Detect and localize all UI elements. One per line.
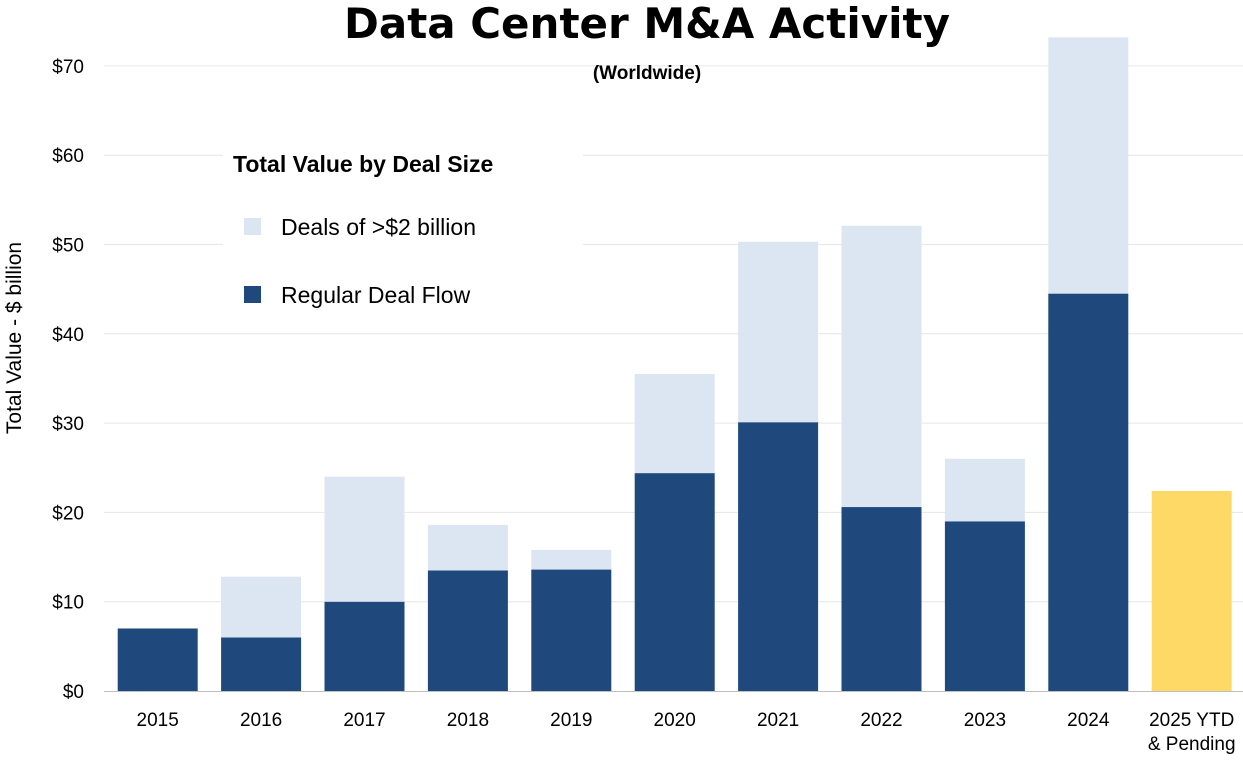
legend-title: Total Value by Deal Size [233, 151, 493, 177]
x-tick-label: 2017 [343, 710, 385, 731]
y-tick-label: $0 [63, 682, 84, 703]
x-tick-label: 2019 [550, 710, 592, 731]
x-tick-label: 2021 [757, 710, 799, 731]
chart-subtitle: (Worldwide) [593, 63, 701, 84]
bar-large-deals-6 [634, 373, 715, 474]
x-tick-label: 2020 [654, 710, 696, 731]
legend: Total Value by Deal Size Deals of >$2 bi… [223, 137, 583, 327]
x-tick-label: 2024 [1067, 710, 1110, 731]
bar-regular-deal-flow-8 [841, 507, 922, 691]
y-tick-label: $50 [52, 236, 84, 257]
x-tick-label: 2025 YTD & Pending [1148, 710, 1236, 755]
bar-large-deals-3 [324, 476, 405, 602]
x-tick-label: 2022 [860, 710, 902, 731]
y-tick-label: $10 [52, 593, 84, 614]
bars [117, 37, 1232, 691]
legend-background [223, 137, 583, 327]
y-tick-label: $40 [52, 325, 84, 346]
y-axis-label: Total Value - $ billion [3, 242, 26, 434]
bar-regular-deal-flow-3 [324, 601, 405, 691]
legend-label-large-deals: Deals of >$2 billion [281, 214, 476, 240]
x-tick-labels: 2015 2016 2017 2018 2019 2020 2021 2022 2023 2024… [137, 710, 1236, 755]
bar-regular-deal-flow-1 [117, 628, 198, 691]
y-tick-label: $70 [52, 57, 84, 78]
bar-large-deals-2 [221, 576, 302, 638]
bar-regular-deal-flow-11 [1151, 490, 1232, 691]
bar-large-deals-7 [738, 241, 819, 423]
bar-regular-deal-flow-9 [944, 521, 1025, 691]
bar-large-deals-8 [841, 225, 922, 508]
bar-regular-deal-flow-7 [738, 422, 819, 691]
y-tick-label: $20 [52, 503, 84, 524]
y-tick-label: $60 [52, 146, 84, 167]
bar-regular-deal-flow-2 [221, 637, 302, 691]
y-tick-label: $30 [52, 414, 84, 435]
legend-label-regular-deals: Regular Deal Flow [281, 282, 471, 308]
bar-large-deals-4 [427, 524, 508, 571]
bar-large-deals-9 [944, 458, 1025, 522]
bar-large-deals-10 [1048, 37, 1129, 294]
y-tick-labels: $0 $10 $20 $30 $40 $50 $60 $70 [52, 57, 84, 703]
x-tick-label: 2015 [137, 710, 179, 731]
bar-regular-deal-flow-5 [531, 569, 612, 691]
bar-regular-deal-flow-10 [1048, 293, 1129, 691]
bar-regular-deal-flow-6 [634, 473, 715, 691]
chart-title: Data Center M&A Activity [344, 0, 950, 48]
x-tick-label: 2023 [964, 710, 1006, 731]
x-tick-label: 2018 [447, 710, 489, 731]
bar-large-deals-5 [531, 549, 612, 570]
bar-regular-deal-flow-4 [427, 570, 508, 691]
legend-swatch-large-deals [244, 218, 261, 235]
x-tick-label: 2016 [240, 710, 282, 731]
legend-swatch-regular-deals [244, 286, 261, 303]
